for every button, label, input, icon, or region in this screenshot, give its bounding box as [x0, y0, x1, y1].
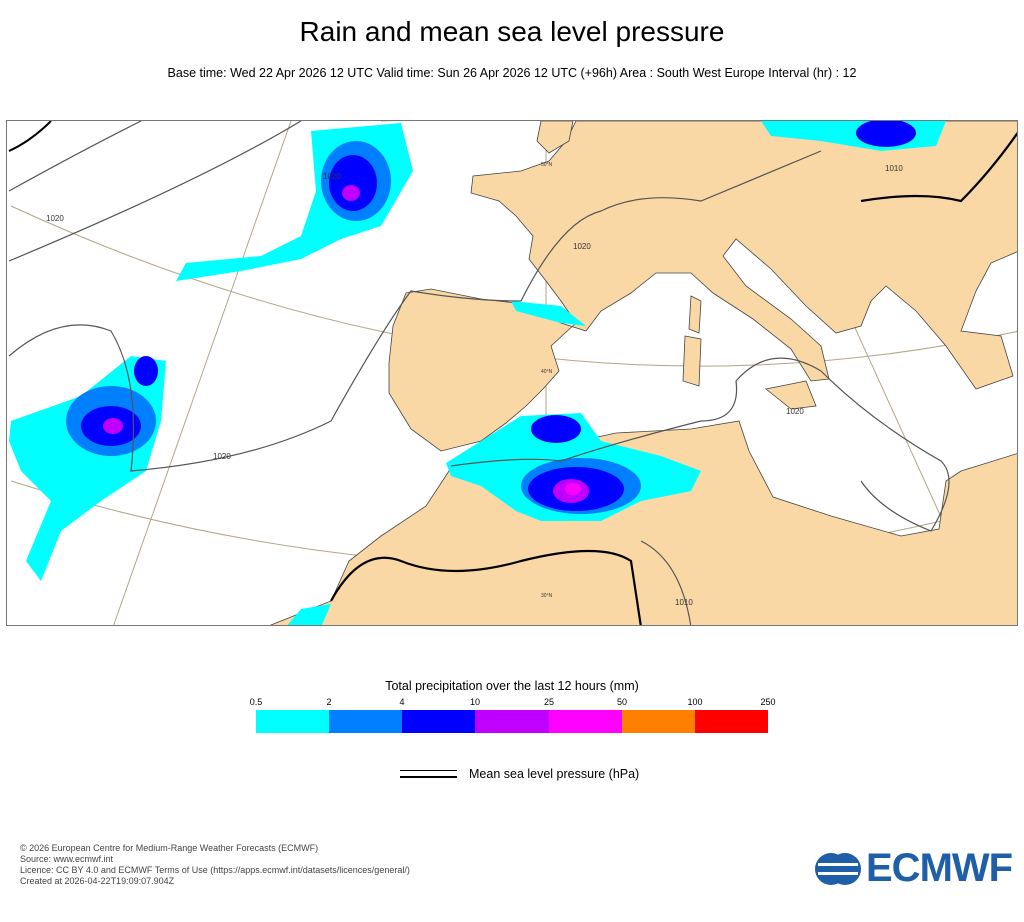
legend-tick: 2: [326, 697, 332, 707]
color-swatch: [402, 710, 476, 733]
isobars: [8, 121, 1017, 625]
precip-atlantic-north: [176, 123, 413, 281]
legend-tick: 10: [469, 697, 481, 707]
page-subtitle: Base time: Wed 22 Apr 2026 12 UTC Valid …: [167, 66, 857, 80]
svg-text:30°N: 30°N: [541, 593, 553, 599]
mslp-legend: Mean sea level pressure (hPa): [400, 767, 639, 781]
color-swatch: [329, 710, 403, 733]
created-at: Created at 2026-04-22T19:09:07.904Z: [20, 876, 175, 886]
britain: [536, 121, 574, 154]
legend-title: Total precipitation over the last 12 hou…: [385, 679, 639, 693]
source: Source: www.ecmwf.int: [20, 854, 114, 864]
legend-tick: 100: [687, 697, 703, 707]
svg-text:1020: 1020: [786, 407, 804, 416]
licence: Licence: CC BY 4.0 and ECMWF Terms of Us…: [20, 865, 410, 875]
color-swatch: [475, 710, 549, 733]
forecast-map[interactable]: 1020 1020 1020 1020 1020 1010 1010 50°N …: [6, 120, 1018, 626]
color-swatch: [694, 710, 768, 733]
svg-text:1020: 1020: [46, 214, 64, 223]
legend-tick: 4: [399, 697, 405, 707]
isobar-labels: 1020 1020 1020 1020 1020 1010 1010 50°N …: [46, 162, 903, 607]
svg-text:1020: 1020: [213, 452, 231, 461]
precip-northeast: [761, 121, 946, 151]
svg-text:1020: 1020: [323, 172, 341, 181]
color-swatch: [256, 710, 330, 733]
svg-text:40°N: 40°N: [541, 369, 553, 375]
mslp-label: Mean sea level pressure (hPa): [469, 767, 640, 781]
corsica: [688, 295, 702, 334]
legend-tick: 250: [760, 697, 776, 707]
precipitation: [9, 121, 946, 625]
precip-algeria: [446, 413, 701, 521]
legend-tick: 0.5: [249, 697, 263, 707]
legend-tick: 50: [616, 697, 628, 707]
ecmwf-logo-icon: [815, 852, 861, 885]
map-canvas: 1020 1020 1020 1020 1020 1010 1010 50°N …: [8, 121, 1017, 625]
legend-tick: 25: [543, 697, 555, 707]
svg-text:1010: 1010: [885, 164, 903, 173]
svg-text:1010: 1010: [675, 598, 693, 607]
precip-canaries: [287, 604, 331, 625]
footer: © 2026 European Centre for Medium-Range …: [20, 843, 410, 887]
precip-pyrenees: [511, 301, 586, 326]
page-title: Rain and mean sea level pressure: [299, 16, 725, 47]
color-swatch: [621, 710, 695, 733]
europe-landmass: [388, 121, 1017, 452]
precip-atlantic-west: [9, 356, 166, 581]
logo-text: ECMWF: [866, 846, 1013, 890]
svg-text:1020: 1020: [573, 242, 591, 251]
precip-color-bar: [256, 710, 768, 733]
ecmwf-logo: ECMWF: [814, 846, 1013, 891]
sardinia: [682, 335, 702, 387]
svg-text:50°N: 50°N: [541, 162, 553, 168]
color-swatch: [548, 710, 622, 733]
mslp-line-sample: [400, 770, 457, 778]
sicily: [765, 380, 817, 410]
copyright: © 2026 European Centre for Medium-Range …: [20, 843, 319, 853]
